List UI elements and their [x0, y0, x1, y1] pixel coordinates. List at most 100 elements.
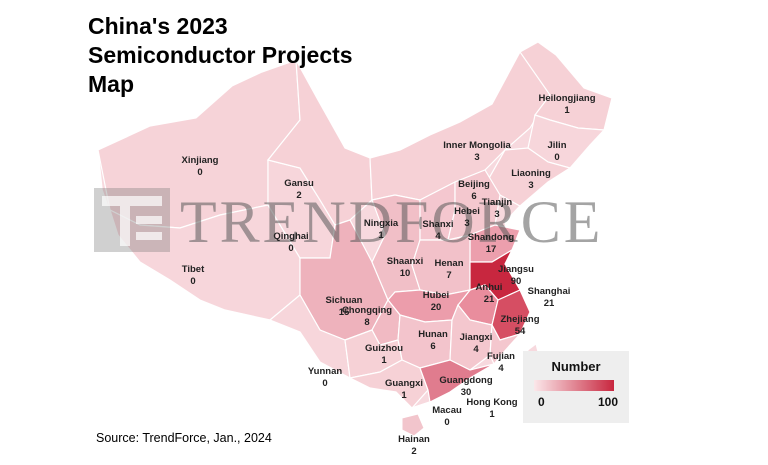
province-name: Macau	[432, 405, 462, 416]
label-guangxi: Guangxi 1	[385, 378, 423, 402]
label-gansu: Gansu 2	[284, 178, 314, 202]
label-yunnan: Yunnan 0	[308, 366, 342, 390]
label-ningxia: Ningxia 1	[364, 218, 398, 242]
label-jilin: Jilin 0	[547, 140, 566, 164]
map-title: China's 2023 Semiconductor Projects Map	[88, 12, 353, 99]
label-fujian: Fujian 4	[487, 351, 515, 375]
map-title-line-2: Semiconductor Projects	[88, 42, 353, 68]
label-beijing: Beijing 6	[458, 179, 490, 203]
province-name: Inner Mongolia	[443, 140, 511, 151]
province-count: 0	[322, 378, 328, 389]
province-count: 54	[514, 326, 526, 337]
province-count: 30	[460, 387, 472, 398]
province-name: Hebei	[454, 206, 480, 217]
province-count: 4	[473, 344, 479, 355]
province-count: 10	[399, 268, 411, 279]
province-name: Shanxi	[422, 219, 454, 230]
province-name: Hunan	[418, 329, 448, 340]
province-name: Shaanxi	[386, 256, 424, 267]
province-name: Yunnan	[307, 366, 343, 377]
province-count: 7	[446, 270, 452, 281]
label-shandong: Shandong 17	[468, 232, 514, 256]
trendforce-logo-icon	[94, 188, 170, 252]
province-count: 0	[444, 417, 450, 428]
province-name: Hubei	[422, 290, 450, 301]
label-jiangxi: Jiangxi 4	[460, 332, 493, 356]
province-count: 21	[543, 298, 555, 309]
label-liaoning: Liaoning 3	[511, 168, 551, 192]
province-name: Hainan	[398, 434, 430, 445]
label-hainan: Hainan 2	[398, 434, 430, 458]
label-anhui: Anhui 21	[476, 282, 503, 306]
province-name: Fujian	[487, 351, 515, 362]
map-title-line-3: Map	[88, 71, 134, 97]
province-name: Anhui	[475, 282, 503, 293]
legend-max: 100	[598, 395, 619, 409]
province-name: Chongqing	[341, 305, 393, 316]
region-yunnan	[268, 294, 351, 380]
province-count: 15	[338, 307, 350, 318]
province-name: Guizhou	[365, 343, 403, 354]
province-count: 17	[485, 244, 497, 255]
label-henan: Henan 7	[434, 258, 463, 282]
province-name: Qinghai	[273, 231, 309, 242]
region-guangdong	[419, 359, 495, 403]
province-count: 2	[411, 446, 417, 457]
legend-title: Number	[551, 359, 601, 374]
legend-min: 0	[538, 395, 545, 409]
label-tianjin: Tianjin 3	[482, 197, 512, 221]
label-sichuan: Sichuan 15	[326, 295, 363, 319]
province-name: Jilin	[547, 140, 567, 151]
province-count: 6	[430, 341, 436, 352]
label-shanghai: Shanghai 21	[528, 286, 571, 310]
province-count: 1	[401, 390, 407, 401]
province-count: 0	[197, 167, 203, 178]
province-count: 3	[464, 218, 470, 229]
province-count: 1	[381, 355, 387, 366]
province-name: Gansu	[284, 178, 314, 189]
province-count: 1	[378, 230, 384, 241]
trendforce-watermark: TRENDFORCE	[92, 186, 612, 256]
province-count: 21	[483, 294, 495, 305]
province-name: Jiangsu	[498, 264, 534, 275]
label-hebei: Hebei 3	[454, 206, 480, 230]
province-count: 6	[471, 191, 477, 202]
source-note: Source: TrendForce, Jan., 2024	[96, 431, 272, 445]
label-inner-mongolia: Inner Mongolia 3	[443, 140, 511, 164]
label-jiangsu: Jiangsu 90	[498, 264, 534, 288]
province-count: 4	[435, 231, 441, 242]
province-name: Sichuan	[325, 295, 363, 306]
province-name: Henan	[434, 258, 464, 269]
map-legend: Number 0 100	[523, 351, 629, 423]
province-name: Shandong	[467, 232, 515, 243]
label-shaanxi: Shaanxi 10	[387, 256, 423, 280]
province-count: 8	[364, 317, 370, 328]
label-guangdong: Guangdong 30	[439, 375, 492, 399]
province-count: 90	[510, 276, 522, 287]
province-count: 3	[528, 180, 534, 191]
province-name: Tianjin	[481, 197, 513, 208]
label-hubei: Hubei 20	[423, 290, 449, 314]
province-name: Guangxi	[384, 378, 424, 389]
label-tibet: Tibet 0	[182, 264, 205, 288]
province-count: 4	[498, 363, 504, 374]
label-xinjiang: Xinjiang 0	[182, 155, 219, 179]
province-count: 0	[190, 276, 196, 287]
province-name: Shanghai	[527, 286, 571, 297]
province-count: 0	[554, 152, 560, 163]
province-name: Hong Kong	[466, 397, 518, 408]
province-count: 3	[494, 209, 500, 220]
province-name: Guangdong	[439, 375, 493, 386]
province-name: Ningxia	[363, 218, 399, 229]
watermark-text: TRENDFORCE	[180, 189, 604, 255]
label-hong-kong: Hong Kong 1	[466, 397, 517, 421]
province-count: 1	[489, 409, 495, 420]
label-guizhou: Guizhou 1	[365, 343, 403, 367]
province-count: 0	[288, 243, 294, 254]
label-qinghai: Qinghai 0	[273, 231, 308, 255]
province-name: Xinjiang	[181, 155, 219, 166]
province-count: 2	[296, 190, 302, 201]
province-name: Zhejiang	[500, 314, 540, 325]
label-heilongjiang: Heilongjiang 1	[539, 93, 596, 117]
region-hainan	[401, 413, 425, 437]
